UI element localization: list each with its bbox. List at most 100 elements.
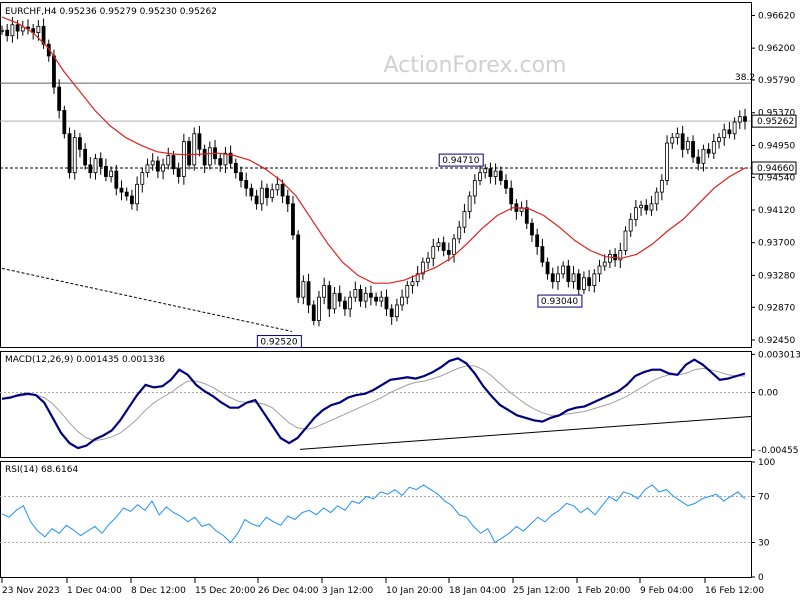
candle-body: [633, 207, 638, 220]
macd-plot: [0, 357, 752, 450]
candle-body: [717, 137, 721, 142]
price-header: EURCHF,H4 0.95236 0.95279 0.95230 0.9526…: [5, 7, 217, 17]
candle-body: [426, 257, 430, 263]
fib-level-label: 38.2: [735, 73, 755, 83]
candle-body: [545, 261, 550, 275]
candle-body: [270, 189, 275, 198]
candle-body: [98, 158, 103, 167]
candle-body: [743, 116, 747, 122]
candle-body: [119, 187, 124, 193]
candle-body: [608, 253, 612, 263]
macd-line: [1, 357, 746, 450]
candle-body: [363, 292, 368, 302]
rsi-panel: [0, 461, 752, 578]
candle-body: [202, 148, 207, 166]
rsi-plot: [0, 484, 751, 544]
candle-body: [239, 172, 243, 181]
candle-body: [680, 133, 685, 150]
macd-signal-line: [1, 365, 745, 442]
candle-body: [670, 137, 675, 144]
candle-body: [659, 180, 664, 193]
candle-body: [343, 300, 347, 310]
candle-body: [530, 222, 534, 236]
candle-body: [644, 204, 649, 211]
x-tick-label: 1 Dec 04:00: [67, 586, 122, 596]
candle-body: [649, 203, 654, 211]
price-tick-label: 0.95370: [758, 109, 795, 119]
price-callout-label: 0.94710: [442, 156, 479, 166]
candle-body: [420, 261, 425, 275]
candle-body: [665, 142, 669, 181]
candle-body: [104, 166, 108, 177]
candle-body: [654, 191, 659, 205]
candle-body: [93, 158, 98, 174]
candle-body: [623, 230, 628, 251]
rsi-tick-label: 30: [758, 539, 770, 549]
macd-tick-label: -0.00455: [758, 446, 798, 456]
candle-body: [197, 133, 202, 150]
candle-body: [83, 148, 88, 166]
current-price-badge: [751, 114, 797, 128]
rsi-tick-label: 70: [758, 493, 770, 503]
price-callout-box: [256, 335, 302, 349]
macd-tick-label: 0.00: [758, 388, 778, 398]
candle-body: [187, 141, 191, 166]
candle-body: [628, 218, 633, 232]
price-y-axis: 0.96620 0.96200 0.95790 0.95370 0.94950 0.945…: [751, 11, 797, 346]
candle-body: [431, 246, 436, 259]
candle-body: [483, 168, 488, 174]
candle-body: [602, 261, 607, 267]
price-tick-label: 0.92870: [758, 303, 795, 313]
candle-body: [78, 137, 82, 150]
rsi-y-axis: 100 70 30 0: [751, 458, 775, 583]
candle-body: [737, 116, 742, 123]
price-tick-label: 0.94950: [758, 141, 795, 151]
candle-body: [228, 152, 233, 164]
candle-body: [467, 195, 472, 212]
candle-body: [67, 133, 72, 174]
candle-body: [129, 195, 134, 205]
candle-body: [457, 226, 462, 240]
candle-body: [41, 25, 46, 45]
candle-body: [384, 296, 389, 310]
price-tick-label: 0.94120: [758, 206, 795, 216]
candle-body: [571, 273, 576, 283]
rsi-line: [1, 484, 746, 544]
candle-body: [446, 250, 451, 255]
dashed-trend-line: [1, 267, 293, 332]
price-plot: 38.2 0.92520 0.94710 0.93040: [0, 16, 755, 349]
moving-average-line: [1, 16, 746, 284]
price-tick-label: 0.93280: [758, 271, 795, 281]
candle-body: [540, 246, 545, 263]
candle-body: [374, 296, 378, 302]
candle-body: [639, 204, 643, 209]
candle-body: [291, 203, 295, 236]
price-callout-box: [537, 294, 583, 308]
price-callout-label: 0.92520: [260, 338, 297, 348]
candle-body: [582, 277, 586, 290]
candle-body: [249, 187, 254, 197]
candle-body: [150, 160, 155, 166]
macd-tick-label: 0.003013: [758, 350, 800, 360]
candle-body: [218, 158, 223, 166]
candle-body: [140, 172, 145, 185]
x-tick-label: 25 Jan 12:00: [513, 586, 570, 596]
candle-body: [207, 147, 212, 166]
x-tick-label: 23 Nov 2023: [2, 586, 60, 596]
x-axis: 23 Nov 2023 1 Dec 04:00 8 Dec 12:00 15 Dec …: [1, 578, 764, 596]
candle-body: [223, 152, 228, 166]
candle-body: [524, 207, 529, 224]
x-tick-label: 18 Jan 04:00: [449, 586, 506, 596]
candle-body: [498, 170, 503, 181]
candle-body: [317, 296, 321, 321]
candle-body: [706, 148, 711, 154]
candle-body: [587, 277, 592, 286]
candle-body: [62, 110, 67, 135]
x-tick-label: 8 Dec 12:00: [131, 586, 186, 596]
candle-body: [452, 238, 456, 255]
candle-body: [701, 148, 706, 164]
candle-body: [155, 160, 160, 172]
candle-body: [592, 273, 597, 286]
candle-body: [722, 129, 727, 139]
